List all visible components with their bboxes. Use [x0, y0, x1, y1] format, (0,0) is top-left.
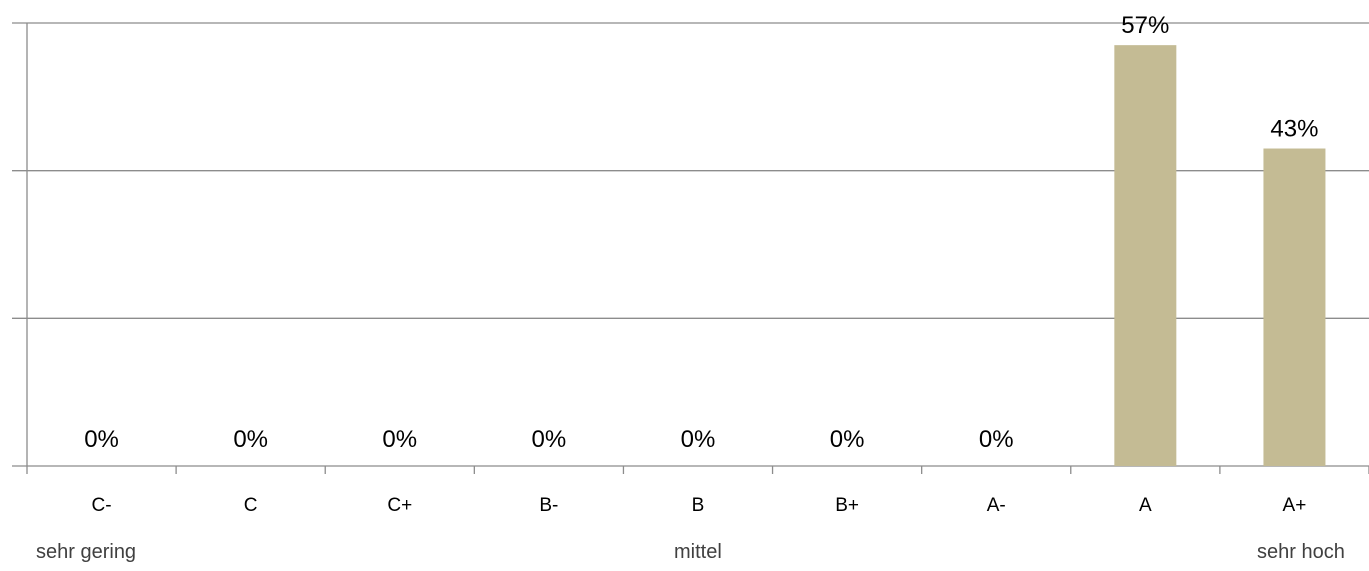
data-label: 0% — [532, 426, 567, 453]
x-tick-label: B- — [539, 495, 558, 516]
scale-label-mid: mittel — [674, 541, 722, 563]
x-tick-label: A — [1139, 495, 1152, 516]
data-label: 0% — [830, 426, 865, 453]
bar — [1263, 148, 1326, 466]
x-tick-label: C- — [92, 495, 112, 516]
x-tick-label: A+ — [1283, 495, 1307, 516]
scale-label-high: sehr hoch — [1257, 541, 1345, 563]
data-label: 57% — [1121, 12, 1169, 39]
scale-label-low: sehr gering — [36, 541, 137, 563]
x-tick-label: B+ — [835, 495, 859, 516]
bar — [1114, 45, 1177, 467]
data-label: 0% — [979, 426, 1014, 453]
data-label: 0% — [233, 426, 268, 453]
x-tick-label: B — [692, 495, 705, 516]
x-tick-label: C+ — [387, 495, 412, 516]
data-label: 43% — [1270, 116, 1318, 143]
data-label: 0% — [681, 426, 716, 453]
x-tick-label: C — [244, 495, 258, 516]
x-tick-label: A- — [987, 495, 1006, 516]
data-label: 0% — [84, 426, 119, 453]
data-label: 0% — [382, 426, 417, 453]
